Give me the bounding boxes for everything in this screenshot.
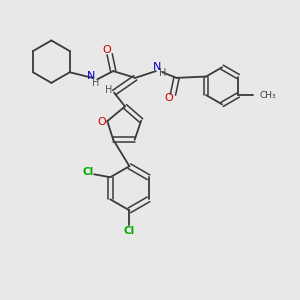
- Text: H: H: [159, 68, 166, 78]
- Text: H: H: [104, 85, 112, 95]
- Text: CH₃: CH₃: [260, 91, 276, 100]
- Text: O: O: [98, 117, 106, 127]
- Text: N: N: [153, 62, 161, 72]
- Text: O: O: [164, 93, 173, 103]
- Text: N: N: [87, 70, 95, 80]
- Text: Cl: Cl: [82, 167, 94, 177]
- Text: Cl: Cl: [124, 226, 135, 236]
- Text: O: O: [102, 46, 111, 56]
- Text: H: H: [92, 78, 100, 88]
